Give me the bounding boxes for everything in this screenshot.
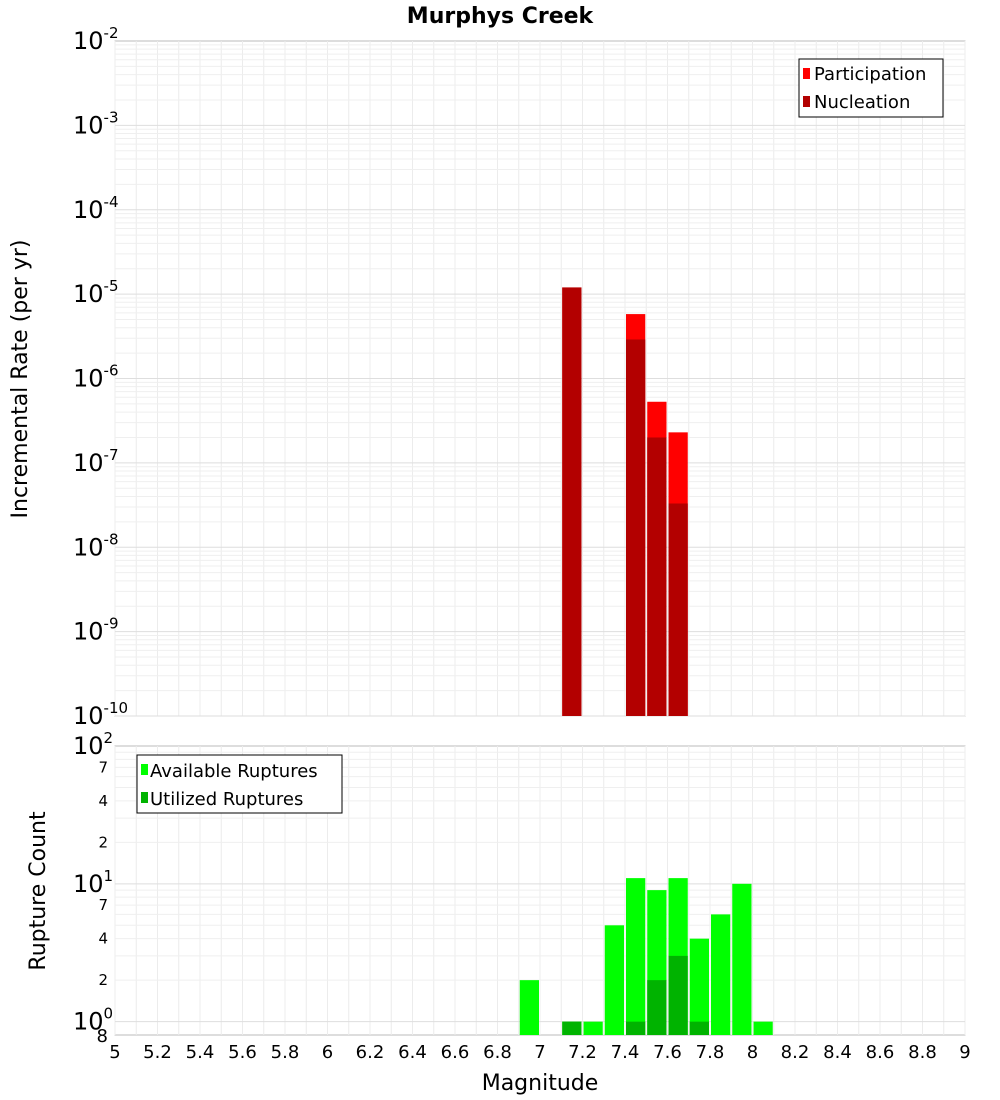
rate-y-tick-label: 10-6 (73, 362, 119, 393)
legend-label-nucleation: Nucleation (814, 92, 910, 113)
count-y-major-tick-label: 101 (73, 867, 113, 898)
bar-utilized-ruptures (562, 1021, 582, 1035)
x-tick-label: 6.6 (441, 1042, 470, 1063)
legend-label-utilized-ruptures: Utilized Ruptures (150, 789, 303, 810)
rate-gridlines (114, 41, 966, 717)
count-y-minor-tick-label: 2 (98, 833, 108, 851)
rate-y-tick-label: 10-4 (73, 193, 119, 224)
count-panel: 100 101 102 2 4 7 2 4 7 8 5 5.2 5.4 5.6 5.8 6 6.2 6.4 6.6… (26, 729, 971, 1096)
x-tick-label: 8 (747, 1042, 758, 1063)
bar-available-ruptures (711, 914, 731, 1035)
rate-y-tick-label: 10-2 (73, 24, 119, 55)
bar-utilized-ruptures (668, 955, 688, 1035)
count-y-minor-tick-label: 4 (98, 930, 108, 948)
legend-swatch-utilized-ruptures (141, 792, 148, 803)
rate-y-tick-label: 10-9 (73, 615, 119, 646)
x-tick-label: 7 (534, 1042, 545, 1063)
x-tick-label: 5 (109, 1042, 120, 1063)
x-tick-label: 8.8 (908, 1042, 937, 1063)
rate-bars (562, 287, 688, 716)
chart-title: Murphys Creek (407, 4, 595, 29)
rate-y-tick-label: 10-10 (73, 699, 128, 730)
x-tick-label: 8.6 (866, 1042, 895, 1063)
bar-nucleation (647, 437, 667, 716)
x-tick-label: 5.2 (143, 1042, 172, 1063)
bar-utilized-ruptures (647, 980, 667, 1035)
x-tick-label: 6.8 (483, 1042, 512, 1063)
count-y-bottom-edge-label: 8 (97, 1026, 108, 1047)
x-tick-label: 8.2 (781, 1042, 810, 1063)
x-tick-label: 6.2 (356, 1042, 385, 1063)
x-tick-label: 7.6 (653, 1042, 682, 1063)
legend-label-available-ruptures: Available Ruptures (150, 761, 318, 782)
legend-swatch-available-ruptures (141, 764, 148, 775)
x-tick-label: 5.4 (186, 1042, 215, 1063)
count-y-minor-tick-label: 4 (98, 792, 108, 810)
x-tick-label: 7.2 (568, 1042, 597, 1063)
x-tick-label: 7.8 (696, 1042, 725, 1063)
rate-y-tick-label: 10-8 (73, 530, 119, 561)
count-y-tick-labels: 100 101 102 2 4 7 2 4 7 8 (73, 729, 113, 1047)
rate-legend: Participation Nucleation (798, 58, 944, 118)
rate-y-tick-label: 10-5 (73, 277, 119, 308)
bar-utilized-ruptures (626, 1021, 646, 1035)
bar-available-ruptures (583, 1021, 603, 1035)
bar-available-ruptures (689, 938, 709, 1035)
x-tick-label: 6.4 (398, 1042, 427, 1063)
magnitude-x-tick-labels: 5 5.2 5.4 5.6 5.8 6 6.2 6.4 6.6 6.8 7 7.2 7.4 7.6 7.8 8… (109, 1042, 970, 1063)
bar-available-ruptures (732, 883, 752, 1035)
count-y-major-tick-label: 102 (73, 729, 113, 760)
bar-available-ruptures (626, 878, 646, 1035)
x-tick-label: 5.8 (271, 1042, 300, 1063)
bar-nucleation (626, 339, 646, 716)
count-legend: Available Ruptures Utilized Ruptures (136, 754, 343, 814)
count-y-minor-tick-label: 2 (98, 971, 108, 989)
x-tick-label: 5.6 (228, 1042, 257, 1063)
bar-available-ruptures (604, 925, 624, 1035)
bar-available-ruptures (753, 1021, 773, 1035)
legend-label-participation: Participation (814, 64, 926, 85)
x-tick-label: 9 (959, 1042, 970, 1063)
bar-nucleation (668, 503, 688, 716)
count-y-minor-tick-label: 7 (98, 758, 108, 776)
bar-nucleation (562, 287, 582, 716)
rate-panel: 10-10 10-9 10-8 10-7 10-6 10-5 10-4 10-3 10-2 In… (8, 24, 966, 730)
bar-available-ruptures (519, 980, 539, 1035)
rate-y-tick-labels: 10-10 10-9 10-8 10-7 10-6 10-5 10-4 10-3 10-2 (73, 24, 128, 730)
count-legend-box (136, 754, 343, 814)
count-y-minor-tick-label: 7 (98, 896, 108, 914)
legend-swatch-participation (803, 68, 810, 79)
x-axis-label: Magnitude (482, 1071, 599, 1096)
legend-swatch-nucleation (803, 96, 810, 107)
count-y-axis-label: Rupture Count (26, 811, 51, 971)
count-y-major-tick-label: 100 (73, 1005, 113, 1036)
x-tick-label: 7.4 (611, 1042, 640, 1063)
rate-legend-box (798, 58, 944, 118)
rate-y-tick-label: 10-7 (73, 446, 119, 477)
bar-utilized-ruptures (689, 1021, 709, 1035)
x-tick-label: 8.4 (823, 1042, 852, 1063)
count-gridlines (114, 746, 966, 1035)
count-bars (519, 878, 773, 1035)
rate-y-tick-label: 10-3 (73, 108, 119, 139)
rate-y-axis-label: Incremental Rate (per yr) (8, 240, 33, 519)
x-tick-label: 6 (322, 1042, 333, 1063)
